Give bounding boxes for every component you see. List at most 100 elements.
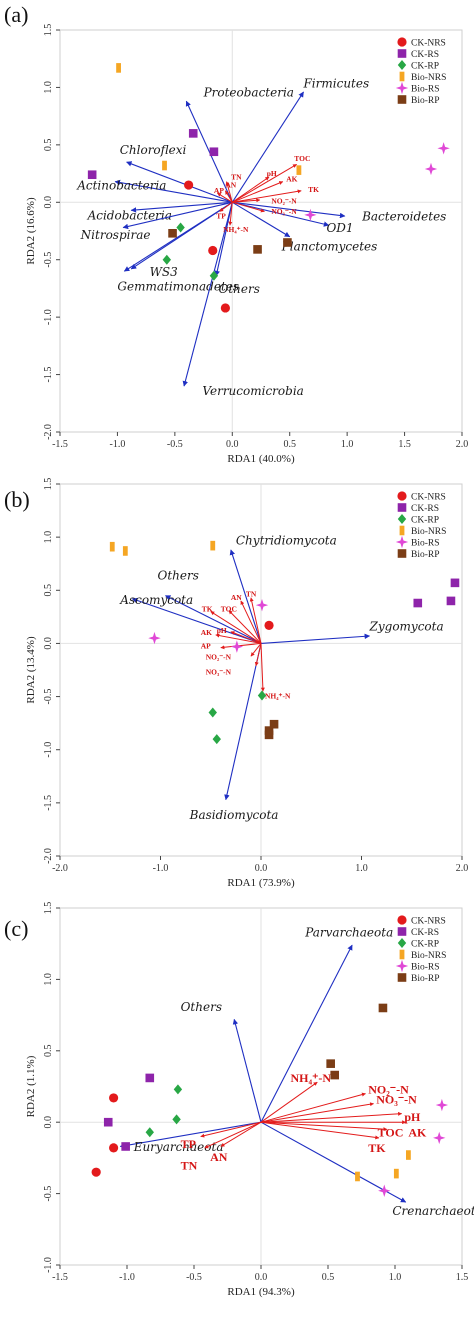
env-label-toc: TOC [221,605,237,614]
legend-marker-bio-rp [397,95,407,104]
x-tick-label: -1.0 [153,863,169,874]
legend-label-ck-rs: CK-RS [411,50,439,60]
point-bio-rp [168,228,177,238]
env-label-an: AN [225,180,236,189]
point-ck-rp [173,1084,183,1095]
point-ck-nrs [109,1093,119,1103]
point-ck-nrs [220,303,230,313]
legend-marker-ck-rs [397,503,407,512]
env-arrow-tk [232,189,302,203]
legend-marker-bio-nrs [399,525,405,536]
point-bio-rs [435,1098,449,1112]
legend-label-bio-rp: Bio-RP [411,974,440,984]
point-ck-rp [257,690,267,701]
env-arrow-an [224,190,233,203]
x-tick-label: 2.0 [456,863,469,874]
env-arrow-toc [232,163,297,203]
point-bio-nrs [210,540,216,551]
point-bio-rs [433,1131,446,1145]
env-label-no-n: NO₂⁻-N [271,196,297,205]
species-arrow-actinobacteria [114,179,233,203]
point-ck-nrs [91,1167,101,1177]
y-tick-label: 0.5 [43,1045,54,1058]
env-label-tp: TP [216,211,226,220]
env-arrow-ak [215,633,262,644]
legend-marker-bio-rp [397,549,407,558]
point-bio-rs [304,208,317,222]
env-arrow-no-n [232,198,261,203]
y-tick-label: 1.5 [43,24,54,37]
species-label-crenarchaeota: Crenarchaeota [392,1204,474,1218]
panel-label: (b) [4,487,30,512]
legend-label-ck-nrs: CK-NRS [411,917,446,927]
point-bio-nrs [122,546,128,556]
point-ck-rp [172,1114,181,1125]
env-arrow-no-n [232,201,265,213]
y-tick-label: -1.5 [43,795,54,811]
species-arrow-crenarchaeota [260,1121,407,1203]
x-tick-label: 0.5 [322,1272,335,1283]
species-arrow-bacteroidetes [232,201,346,219]
species-arrow-od1 [232,201,330,227]
x-tick-label: 1.5 [456,1272,469,1283]
y-tick-label: -0.5 [43,252,54,268]
legend-marker-bio-rs [395,535,409,549]
y-tick-label: 1.0 [43,81,54,94]
env-label-tn: TN [246,590,257,599]
legend-marker-ck-rs [397,927,407,936]
y-tick-label: -1.0 [43,309,54,325]
species-label-others: Others [157,569,198,583]
x-tick-label: 1.0 [355,863,368,874]
env-label-nh-n: NH₄⁺-N [223,225,249,234]
env-arrow-ap [217,192,233,203]
legend-marker-bio-rs [395,81,409,95]
y-tick-label: 0.5 [43,584,54,597]
point-bio-nrs [355,1171,360,1182]
point-bio-rp [283,238,292,247]
legend-label-ck-rp: CK-RP [411,940,439,950]
legend-marker-ck-rs [397,49,407,58]
env-arrow-tk [210,611,262,644]
env-arrow-no-n [254,643,262,667]
env-label-ph: pH [404,1110,421,1124]
panel-a: -1.5 -1.0 -0.5 0.0 0.5 1.0 1.5 2.0-2.0-1.5-1.0-… [4,2,468,465]
y-tick-label: 0.5 [43,139,54,152]
env-label-no-n: NO₂⁻-N [368,1083,409,1097]
x-tick-label: -1.0 [119,1272,135,1283]
legend-marker-ck-nrs [397,37,407,47]
x-tick-label: 0.5 [283,439,296,450]
env-label-ak: AK [408,1125,427,1139]
x-tick-label: 1.5 [398,439,411,450]
species-label-acidobacteria: Acidobacteria [87,209,172,223]
species-label-nitrospirae: Nitrospirae [80,228,151,242]
point-bio-rp [378,1003,388,1013]
species-arrow-parvarchaeota [260,944,353,1123]
species-arrow-verrucomicrobia [182,202,233,387]
species-arrow-others [232,1018,262,1123]
env-arrow-tn [204,1121,262,1149]
point-ck-rs [188,129,198,138]
species-label-planctomycetes: Planctomycetes [281,240,378,254]
point-ck-rs [121,1142,130,1151]
point-ck-rs [87,170,97,180]
y-tick-label: 1.5 [43,902,54,915]
species-arrow-nitrospirae [122,201,233,230]
point-bio-nrs [406,1150,411,1160]
point-bio-rs [378,1184,391,1197]
legend-marker-ck-rp [397,514,407,524]
point-bio-nrs [296,165,302,175]
y-tick-label: -0.5 [43,1186,54,1202]
env-arrow-nh-n [228,202,233,226]
species-arrow-proteobacteria [185,100,233,203]
y-tick-label: 0.0 [43,196,54,209]
legend-label-ck-rp: CK-RP [411,62,439,72]
x-axis-title: RDA1 (40.0%) [227,453,295,465]
point-ck-rs [209,147,219,157]
env-label-tk: TK [308,185,319,194]
species-label-zygomycota: Zygomycota [369,620,444,634]
species-arrow-acidobacteria [130,201,233,213]
env-arrow-no-n [260,1092,366,1123]
species-label-bacteroidetes: Bacteroidetes [361,210,446,224]
species-arrow-chloroflexi [126,161,233,203]
y-tick-label: 0.0 [43,637,54,650]
